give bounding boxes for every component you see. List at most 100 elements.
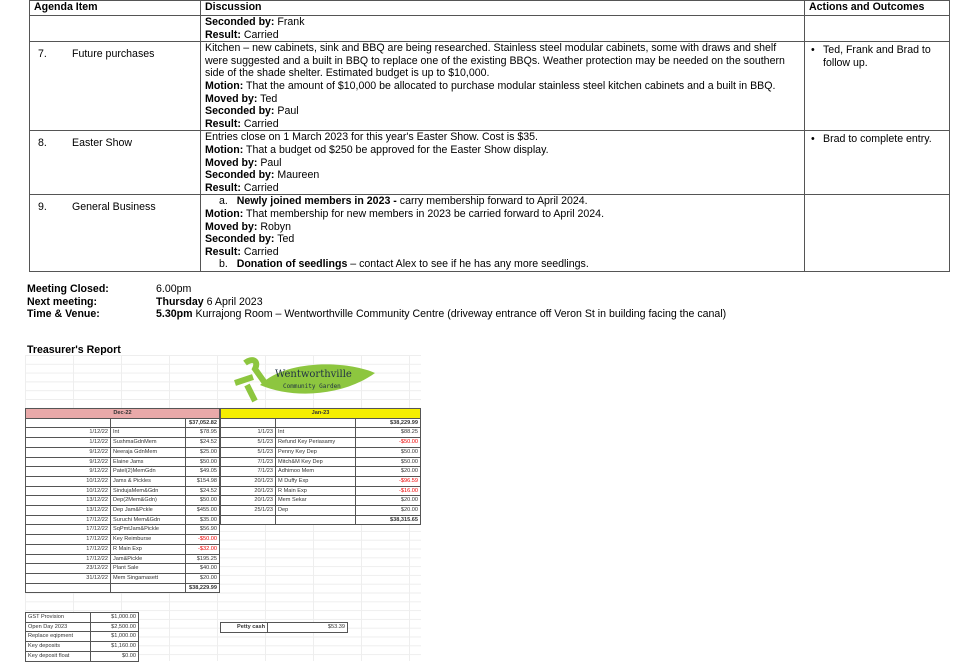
date: 1/12/22 <box>25 437 111 448</box>
venue-value: Kurrajong Room – Wentworthville Communit… <box>192 308 727 321</box>
amount: -$32.00 <box>185 543 220 555</box>
seconded-by: Maureen <box>274 169 320 182</box>
date: 13/12/22 <box>25 505 111 516</box>
agenda-header-row: Agenda Item Discussion Actions and Outco… <box>29 0 950 16</box>
result: Carried <box>240 181 279 194</box>
provision-label: GST Provision <box>25 612 91 623</box>
label: Result: <box>205 28 241 41</box>
amount: $20.00 <box>185 572 220 584</box>
amount: $154.98 <box>185 475 220 487</box>
agenda-row-9: 9. General Business a. Newly joined membe… <box>29 194 950 272</box>
header-agenda-item: Agenda Item <box>29 0 201 16</box>
transaction-row: 7/1/23 Adhimoo Mem $20.00 <box>220 466 421 477</box>
amount: -$96.59 <box>355 475 421 487</box>
discussion-cell: Kitchen – new cabinets, sink and BBQ are… <box>200 41 805 132</box>
provision-label: Key deposit float <box>25 650 91 662</box>
description: Mem Singamasett <box>110 572 186 584</box>
sub-text: – contact Alex to see if he has any more… <box>347 258 589 271</box>
amount: -$50.00 <box>185 534 220 545</box>
result: Carried <box>240 245 279 258</box>
provision-row: Open Day 2023 $2,500.00 <box>25 621 139 633</box>
treasurer-spreadsheet: Wentworthville Community Garden Dec-22 $3… <box>25 355 421 662</box>
cell <box>275 417 356 429</box>
date: 9/12/22 <box>25 466 111 477</box>
actions-cell: Ted, Frank and Brad to follow up. <box>804 41 950 132</box>
description: Dep(2Mem&Gdn) <box>110 495 186 507</box>
transaction-row: 9/12/22 Patel(2)MemGdn $49.05 <box>25 466 220 477</box>
transaction-row: 17/12/22 SqPmtJam&Pickle $56.90 <box>25 524 220 536</box>
closing-balance: $38,315.65 <box>355 514 421 526</box>
description: Int <box>110 427 186 439</box>
agenda-item-cell <box>29 14 201 43</box>
date: 17/12/22 <box>25 534 111 545</box>
cell <box>220 417 276 429</box>
header-actions: Actions and Outcomes <box>804 0 950 16</box>
meeting-closed-label: Meeting Closed: <box>27 283 109 295</box>
label: Result: <box>205 117 241 130</box>
amount: $49.05 <box>185 466 220 477</box>
amount: $50.00 <box>185 495 220 507</box>
list-marker: a. <box>219 195 228 208</box>
description: Neeraja GdnMem <box>110 446 186 458</box>
provision-amount: $2,500.00 <box>90 621 139 633</box>
venue-time: 5.30pm <box>156 308 193 321</box>
treasurer-report-title: Treasurer's Report <box>27 344 121 356</box>
amount: $56.90 <box>185 524 220 536</box>
moved-by: Robyn <box>257 220 291 233</box>
amount: $50.00 <box>355 456 421 468</box>
description: R Main Exp <box>275 485 356 497</box>
provision-row: Key deposits $1,160.00 <box>25 641 139 652</box>
transaction-row: 10/12/22 SindujaMem&Gdn $24.52 <box>25 485 220 497</box>
discussion-cell: Entries close on 1 March 2023 for this y… <box>200 130 805 196</box>
description: Penny Key Dep <box>275 446 356 458</box>
item-title: Easter Show <box>72 137 133 150</box>
sub-heading: Newly joined members in 2023 - <box>236 195 397 208</box>
jan-23-table: Jan-23 $38,229.99 1/1/23 Int $88.25 5/1/23 Ref… <box>220 408 421 526</box>
moved-by: Ted <box>257 92 278 105</box>
date: 23/12/22 <box>25 563 111 574</box>
discussion-cell: a. Newly joined members in 2023 - carry … <box>200 194 805 272</box>
opening-balance: $38,229.99 <box>355 417 421 429</box>
amount: -$50.00 <box>355 437 421 448</box>
transaction-row: 13/12/22 Dep(2Mem&Gdn) $50.00 <box>25 495 220 507</box>
action-item: Ted, Frank and Brad to follow up. <box>809 44 945 69</box>
date: 17/12/22 <box>25 543 111 555</box>
next-meeting-label: Next meeting: <box>27 295 98 308</box>
discussion-text: Kitchen – new cabinets, sink and BBQ are… <box>205 42 785 80</box>
date: 10/12/22 <box>25 475 111 487</box>
label: Seconded by: <box>205 105 275 118</box>
amount: -$16.00 <box>355 485 421 497</box>
provision-amount: $1,160.00 <box>90 641 139 652</box>
provision-amount: $1,000.00 <box>90 612 139 623</box>
discussion-cell: Seconded by: Frank Result: Carried <box>200 14 805 43</box>
meeting-footer: Meeting Closed: 6.00pm Next meeting: Thurs… <box>27 283 726 321</box>
transaction-row: 31/12/22 Mem Singamasett $20.00 <box>25 572 220 584</box>
description: Mem Sekar <box>275 495 356 507</box>
description: Int <box>275 427 356 439</box>
seconded-by: Paul <box>274 105 299 118</box>
date: 20/1/23 <box>220 495 276 507</box>
provision-label: Open Day 2023 <box>25 621 91 633</box>
transaction-row: 25/1/23 Dep $20.00 <box>220 505 421 516</box>
next-meeting-day: Thursday <box>156 295 204 308</box>
cell <box>220 514 276 526</box>
transaction-row: 13/12/22 Dep Jam&Pckle $455.00 <box>25 505 220 516</box>
description: Elaine Jams <box>110 456 186 468</box>
provision-row: Key deposit float $0.00 <box>25 650 139 662</box>
transaction-row: 1/12/22 SushmaGdnMem $24.52 <box>25 437 220 448</box>
provision-row: Replace eqipment $1,000.00 <box>25 631 139 643</box>
agenda-table: Agenda Item Discussion Actions and Outco… <box>29 0 950 272</box>
description: SqPmtJam&Pickle <box>110 524 186 536</box>
agenda-row-7: 7. Future purchases Kitchen – new cabinet… <box>29 41 950 132</box>
date: 9/12/22 <box>25 456 111 468</box>
item-title: General Business <box>72 201 156 214</box>
date: 7/1/23 <box>220 456 276 468</box>
date: 7/1/23 <box>220 466 276 477</box>
petty-cash-box: Petty cash $53.39 <box>220 622 348 633</box>
date: 10/12/22 <box>25 485 111 497</box>
transaction-row: 9/12/22 Elaine Jams $50.00 <box>25 456 220 468</box>
description: Jams & Pickles <box>110 475 186 487</box>
sub-text: carry membership forward to April 2024. <box>396 195 588 208</box>
amount: $20.00 <box>355 466 421 477</box>
actions-cell <box>804 14 950 43</box>
